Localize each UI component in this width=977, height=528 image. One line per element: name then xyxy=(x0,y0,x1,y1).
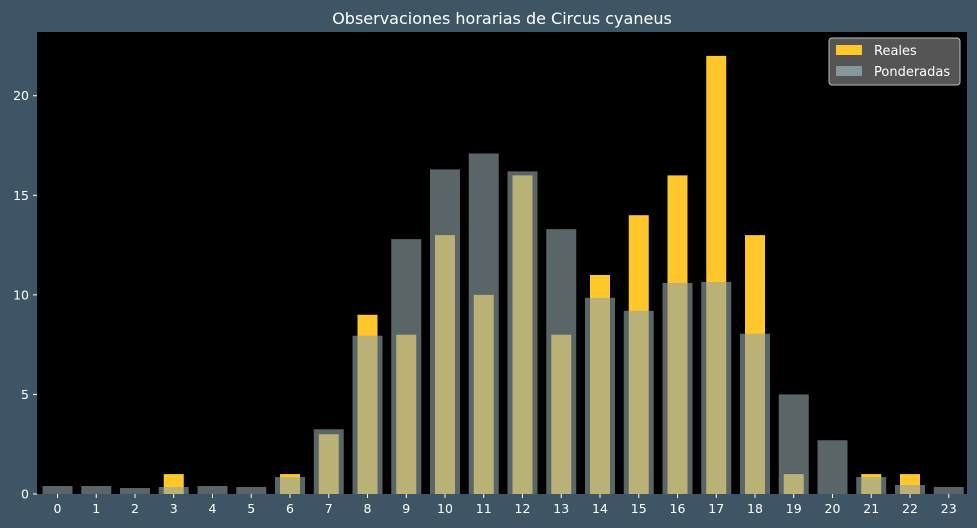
bar-ponderadas xyxy=(120,488,150,494)
x-tick-label: 6 xyxy=(286,501,294,516)
legend: Reales Ponderadas xyxy=(828,37,961,86)
x-tick-label: 22 xyxy=(902,501,918,516)
x-tick-label: 23 xyxy=(941,501,957,516)
bar-ponderadas xyxy=(740,333,770,494)
bar-ponderadas xyxy=(701,281,732,494)
y-tick-label: 0 xyxy=(21,487,29,502)
x-tick-label: 5 xyxy=(247,501,255,516)
bar-ponderadas xyxy=(856,477,887,494)
x-tick-label: 1 xyxy=(92,501,100,516)
legend-label-ponderadas: Ponderadas xyxy=(874,65,950,80)
bar-ponderadas xyxy=(391,239,422,494)
x-tick-label: 11 xyxy=(476,501,492,516)
y-tick-label: 10 xyxy=(13,287,29,302)
legend-swatch-ponderadas xyxy=(836,66,862,76)
bar-ponderadas xyxy=(197,486,228,494)
x-tick-label: 0 xyxy=(54,501,62,516)
bar-ponderadas xyxy=(275,477,305,494)
y-tick-label: 15 xyxy=(13,188,29,203)
x-tick-label: 9 xyxy=(402,501,410,516)
bar-ponderadas xyxy=(236,487,267,494)
bar-ponderadas xyxy=(585,297,615,494)
legend-swatch-reales xyxy=(836,45,862,55)
x-tick-label: 21 xyxy=(863,501,879,516)
plot-area xyxy=(37,32,967,494)
x-tick-label: 13 xyxy=(553,501,569,516)
bar-ponderadas xyxy=(352,335,383,494)
x-tick-label: 10 xyxy=(437,501,453,516)
bar-ponderadas xyxy=(430,169,460,495)
x-tick-label: 15 xyxy=(631,501,647,516)
bar-ponderadas xyxy=(42,486,73,494)
x-tick-label: 18 xyxy=(747,501,763,516)
bar-ponderadas xyxy=(468,153,499,495)
y-axis: 0 5 10 15 20 xyxy=(13,88,37,502)
bar-ponderadas xyxy=(662,282,693,494)
bar-ponderadas xyxy=(158,487,189,494)
x-tick-label: 2 xyxy=(131,501,139,516)
x-axis: 0 1 2 3 4 5 6 7 8 9 10 11 12 13 14 15 16 17 18 19 20 21 22 23 xyxy=(54,494,957,516)
x-tick-label: 20 xyxy=(825,501,841,516)
x-tick-label: 3 xyxy=(170,501,178,516)
y-tick-label: 5 xyxy=(21,387,29,402)
x-tick-label: 8 xyxy=(364,501,372,516)
bar-ponderadas xyxy=(623,310,654,494)
legend-label-reales: Reales xyxy=(874,44,917,59)
bar-ponderadas xyxy=(81,486,112,494)
bar-ponderadas xyxy=(507,171,538,494)
chart-title: Observaciones horarias de Circus cyaneus xyxy=(332,9,672,28)
bar-ponderadas xyxy=(933,487,964,494)
x-tick-label: 12 xyxy=(515,501,531,516)
bar-ponderadas xyxy=(817,440,848,494)
x-tick-label: 19 xyxy=(786,501,802,516)
x-tick-label: 14 xyxy=(592,501,608,516)
bar-ponderadas xyxy=(778,394,809,494)
bar-ponderadas xyxy=(895,485,925,494)
x-tick-label: 16 xyxy=(670,501,686,516)
series-ponderadas-bars xyxy=(42,153,964,495)
x-tick-label: 7 xyxy=(325,501,333,516)
y-tick-label: 20 xyxy=(13,88,29,103)
x-tick-label: 17 xyxy=(708,501,724,516)
x-tick-label: 4 xyxy=(209,501,217,516)
bar-ponderadas xyxy=(546,229,577,494)
bar-ponderadas xyxy=(313,429,344,494)
